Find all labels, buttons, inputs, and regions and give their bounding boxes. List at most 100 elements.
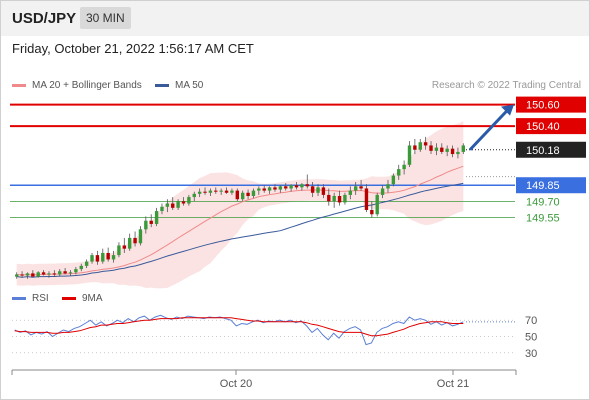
candle-body xyxy=(332,195,336,202)
candle-body xyxy=(440,147,444,152)
legend-ma50: MA 50 xyxy=(155,80,203,91)
candle-body xyxy=(300,184,304,188)
candle-body xyxy=(343,194,347,203)
candle-body xyxy=(240,192,245,200)
candle-body xyxy=(90,255,94,262)
candle-body xyxy=(20,274,24,276)
candle-body xyxy=(219,190,223,192)
timeframe-badge[interactable]: 30 MIN xyxy=(80,7,131,29)
candle-body xyxy=(58,271,62,275)
x-tick-label: Oct 20 xyxy=(220,378,252,390)
ma20-swatch xyxy=(12,84,26,87)
support-tag xyxy=(516,177,586,194)
resistance-tag xyxy=(516,96,586,113)
current-price-label: 150.18 xyxy=(526,145,560,157)
candle-body xyxy=(111,255,116,260)
candle-body xyxy=(397,169,401,176)
candle-body xyxy=(149,220,153,224)
candle-body xyxy=(305,184,309,187)
candle-body xyxy=(450,148,455,155)
candle-body xyxy=(294,185,299,188)
candle-body xyxy=(327,194,331,202)
candle-body xyxy=(106,252,110,260)
candle-body xyxy=(337,195,342,203)
candle-body xyxy=(68,272,73,274)
candle-body xyxy=(289,185,293,189)
candle-body xyxy=(117,245,121,256)
rsi-label: RSI xyxy=(32,293,49,304)
ma20-label: MA 20 + Bollinger Bands xyxy=(32,80,142,91)
projection-arrow xyxy=(468,108,510,151)
candle-body xyxy=(187,197,191,204)
candle-body xyxy=(310,186,315,193)
ma20-line xyxy=(16,165,464,276)
currency-pair: USD/JPY xyxy=(12,10,77,27)
candle-body xyxy=(41,272,46,275)
candle-body xyxy=(235,190,240,200)
candle-body xyxy=(402,164,406,170)
candle-body xyxy=(154,211,159,224)
candle-body xyxy=(127,237,132,249)
header-bar: USD/JPY 30 MIN xyxy=(0,0,590,36)
resistance-tag xyxy=(516,118,586,135)
candle-body xyxy=(14,274,19,277)
candle-body xyxy=(95,255,100,262)
support-label: 149.70 xyxy=(526,196,560,208)
candle-body xyxy=(197,191,202,194)
candle-body xyxy=(353,186,358,191)
rsi-tick-label: 30 xyxy=(525,348,537,360)
candle-body xyxy=(321,187,326,195)
candle-body xyxy=(74,269,78,273)
support-label: 149.85 xyxy=(526,180,560,192)
support-label: 149.55 xyxy=(526,212,560,224)
candle-body xyxy=(165,203,170,207)
candle-body xyxy=(429,145,433,151)
candle-body xyxy=(79,265,83,270)
candle-body xyxy=(348,190,353,195)
candle-body xyxy=(63,271,67,274)
candle-body xyxy=(418,142,422,150)
candle-body xyxy=(122,245,127,249)
candle-body xyxy=(386,184,390,189)
resistance-label: 150.40 xyxy=(526,121,560,133)
rsi-line xyxy=(14,314,464,346)
ma9-label: 9MA xyxy=(82,293,103,304)
candle-body xyxy=(461,145,466,152)
candle-body xyxy=(36,272,40,277)
ma50-label: MA 50 xyxy=(175,80,204,91)
candle-body xyxy=(262,188,266,191)
candle-body xyxy=(251,190,256,196)
ma50-swatch xyxy=(155,84,169,87)
candle-body xyxy=(181,201,186,204)
candle-body xyxy=(224,190,229,193)
candle-body xyxy=(47,273,51,275)
ma50-line xyxy=(16,182,464,278)
candle-body xyxy=(413,145,417,150)
candle-body xyxy=(176,201,180,208)
candle-body xyxy=(284,186,288,189)
candle-body xyxy=(391,175,396,185)
ma9-swatch xyxy=(62,297,76,300)
candle-body xyxy=(230,190,234,193)
candle-body xyxy=(101,252,105,262)
candle-body xyxy=(423,142,428,146)
candle-body xyxy=(160,206,164,212)
candle-body xyxy=(316,187,320,193)
rsi-tick-label: 50 xyxy=(525,332,537,344)
candle-body xyxy=(208,190,213,193)
candle-body xyxy=(407,145,412,165)
candle-body xyxy=(434,147,439,151)
x-tick-label: Oct 21 xyxy=(437,378,469,390)
candle-body xyxy=(370,209,374,215)
candle-body xyxy=(203,191,207,193)
candle-body xyxy=(456,151,460,155)
candle-body xyxy=(278,186,283,190)
candle-body xyxy=(138,229,143,244)
rsi-tick-label: 70 xyxy=(525,315,537,327)
rsi-ma-line xyxy=(14,317,464,337)
candle-body xyxy=(25,273,30,276)
bollinger-band xyxy=(16,121,464,289)
rsi-swatch xyxy=(12,297,26,300)
candle-body xyxy=(375,194,379,215)
